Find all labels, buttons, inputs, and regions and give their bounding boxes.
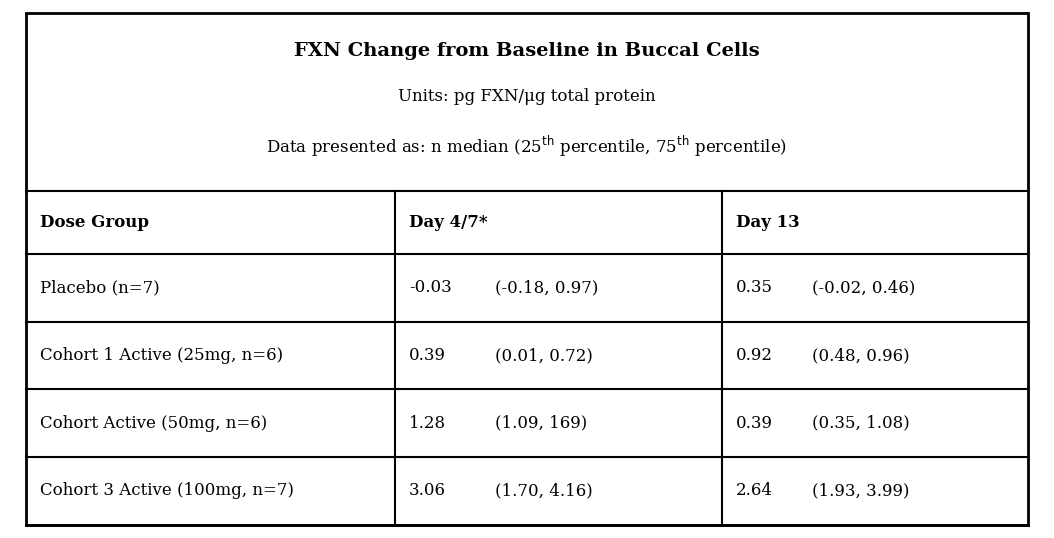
- Text: Day 4/7*: Day 4/7*: [409, 214, 488, 231]
- Text: (1.70, 4.16): (1.70, 4.16): [495, 482, 593, 499]
- Text: (0.48, 0.96): (0.48, 0.96): [812, 347, 910, 364]
- Text: 0.92: 0.92: [736, 347, 773, 364]
- Text: (0.01, 0.72): (0.01, 0.72): [495, 347, 593, 364]
- Text: (0.35, 1.08): (0.35, 1.08): [812, 415, 910, 431]
- Text: 2.64: 2.64: [736, 482, 773, 499]
- Text: 0.35: 0.35: [736, 279, 773, 296]
- Text: Cohort 3 Active (100mg, n=7): Cohort 3 Active (100mg, n=7): [40, 482, 294, 499]
- Text: FXN Change from Baseline in Buccal Cells: FXN Change from Baseline in Buccal Cells: [294, 42, 760, 60]
- Text: 0.39: 0.39: [409, 347, 446, 364]
- Text: Dose Group: Dose Group: [40, 214, 149, 231]
- Text: (-0.02, 0.46): (-0.02, 0.46): [812, 279, 915, 296]
- Text: Cohort Active (50mg, n=6): Cohort Active (50mg, n=6): [40, 415, 268, 431]
- Text: 3.06: 3.06: [409, 482, 446, 499]
- Text: Cohort 1 Active (25mg, n=6): Cohort 1 Active (25mg, n=6): [40, 347, 284, 364]
- Text: -0.03: -0.03: [409, 279, 452, 296]
- Text: (1.93, 3.99): (1.93, 3.99): [812, 482, 910, 499]
- Text: Placebo (n=7): Placebo (n=7): [40, 279, 160, 296]
- Text: Units: pg FXN/μg total protein: Units: pg FXN/μg total protein: [398, 88, 656, 105]
- Text: Data presented as: n median (25$^\mathrm{th}$ percentile, 75$^\mathrm{th}$ perce: Data presented as: n median (25$^\mathrm…: [267, 134, 787, 159]
- Text: Day 13: Day 13: [736, 214, 799, 231]
- Text: (1.09, 169): (1.09, 169): [495, 415, 588, 431]
- Text: (-0.18, 0.97): (-0.18, 0.97): [495, 279, 599, 296]
- Text: 1.28: 1.28: [409, 415, 446, 431]
- Text: 0.39: 0.39: [736, 415, 773, 431]
